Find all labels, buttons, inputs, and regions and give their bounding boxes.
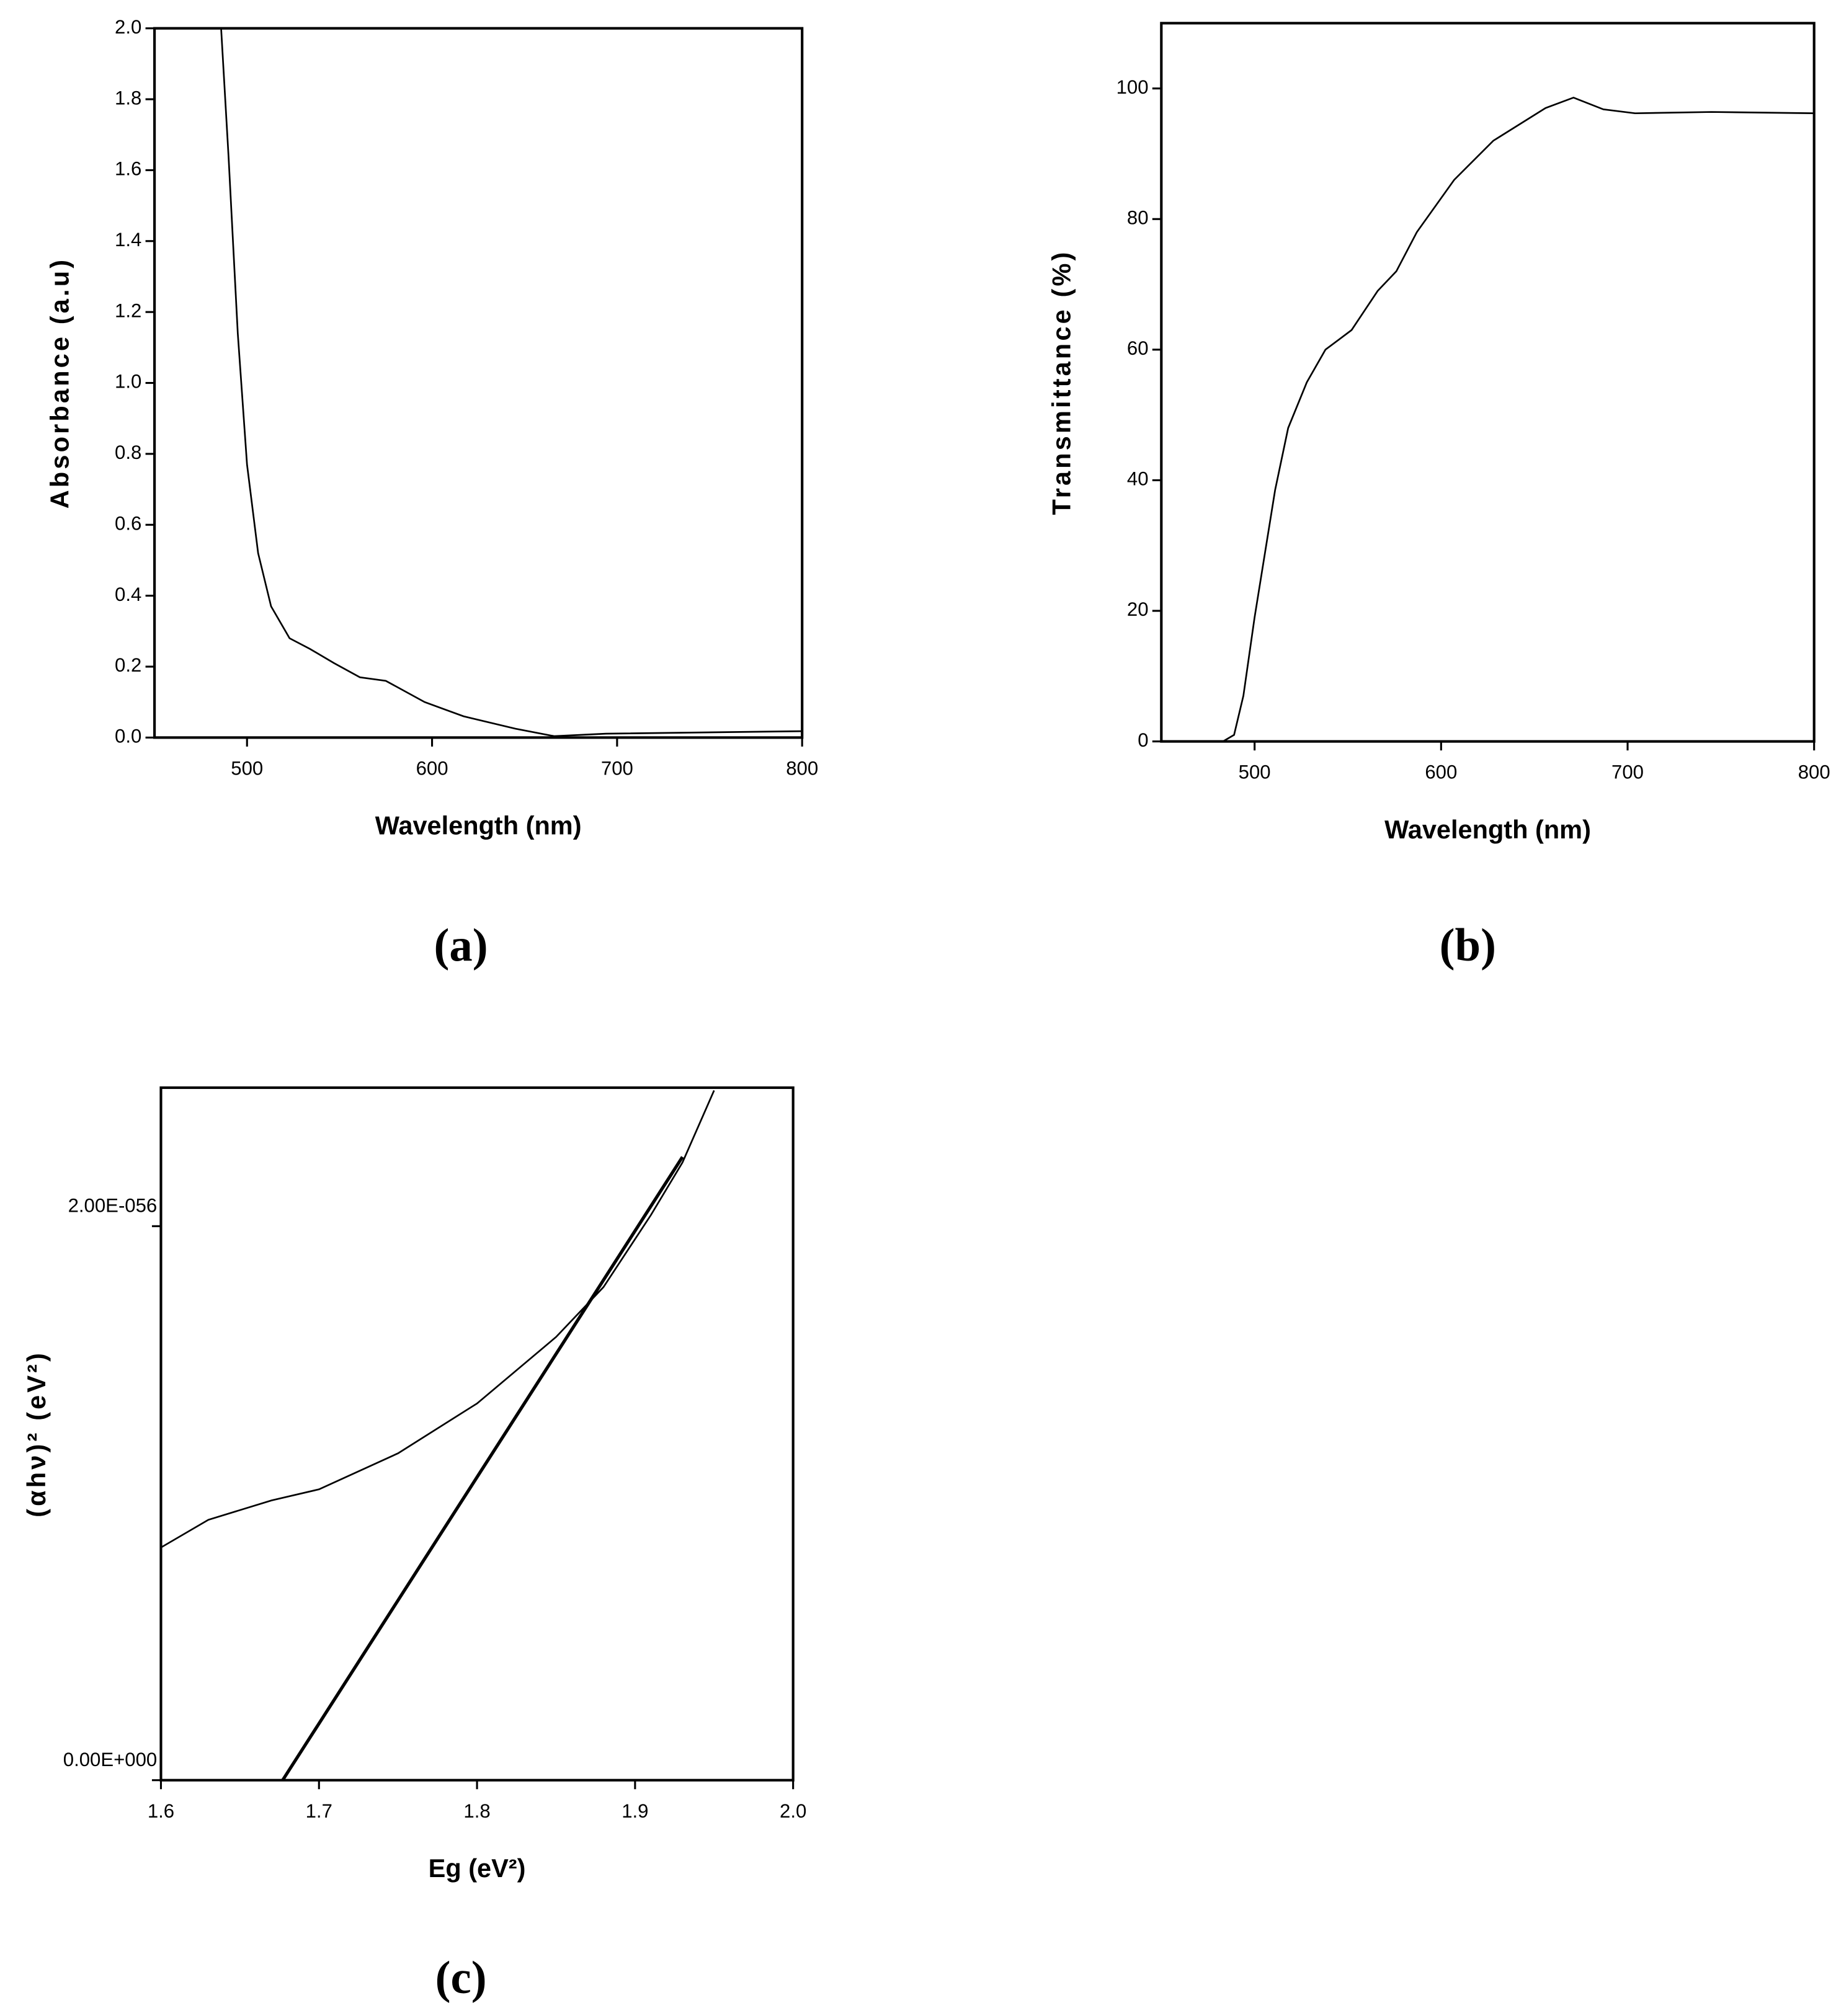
x-tick-label: 600: [416, 758, 448, 779]
x-tick-label: 1.9: [622, 1800, 648, 1822]
x-axis-title: Wavelength (nm): [375, 811, 582, 840]
y-tick-label: 80: [1127, 206, 1149, 228]
y-tick-label: 1.8: [115, 87, 141, 109]
y-axis-title: (αhν)² (eV²): [22, 1351, 51, 1517]
y-tick-label: 0.8: [115, 442, 141, 463]
y-tick-label: 1.6: [115, 158, 141, 180]
y-tick-label: 0: [1138, 729, 1148, 751]
x-tick-label: 800: [786, 758, 818, 779]
y-tick-label: 0.00E+000: [63, 1749, 157, 1770]
x-tick-label: 700: [1611, 762, 1644, 783]
x-tick-label: 500: [1239, 762, 1271, 783]
plot-frame: [1160, 22, 1816, 743]
y-tick-label: 40: [1127, 468, 1149, 490]
x-tick-label: 800: [1798, 762, 1830, 783]
y-tick-label: 0.4: [115, 584, 141, 605]
data-line: [220, 28, 803, 737]
plot-frame: [159, 1086, 795, 1782]
x-tick-label: 1.8: [463, 1800, 490, 1822]
x-tick-label: 2.0: [780, 1800, 806, 1822]
panel-label: (a): [434, 920, 488, 971]
y-tick-label: 0.2: [115, 654, 141, 676]
y-tick-label: 0.6: [115, 512, 141, 534]
y-tick-label: 100: [1116, 76, 1149, 98]
data-line: [1161, 96, 1814, 742]
y-tick-label: 2.0: [115, 16, 141, 38]
x-tick-label: 600: [1425, 762, 1457, 783]
plot-frame: [153, 27, 804, 739]
y-tick-label: 0.0: [115, 726, 141, 747]
x-axis-title: Wavelength (nm): [1384, 815, 1591, 844]
panel-label: (b): [1440, 920, 1496, 971]
y-tick-label: 20: [1127, 598, 1149, 620]
data-line: [160, 1090, 715, 1548]
y-tick-label: 60: [1127, 337, 1149, 359]
x-tick-label: 500: [231, 758, 263, 779]
x-tick-label: 1.7: [306, 1800, 332, 1822]
y-tick-label: 2.00E-056: [68, 1194, 158, 1216]
y-axis-title: Transmittance (%): [1047, 249, 1076, 515]
x-tick-label: 1.6: [148, 1800, 174, 1822]
y-tick-label: 1.4: [115, 229, 141, 251]
data-line: [281, 1156, 684, 1782]
y-tick-label: 1.0: [115, 371, 141, 393]
x-tick-label: 700: [601, 758, 633, 779]
y-tick-label: 1.2: [115, 300, 141, 321]
y-axis-title: Absorbance (a.u): [45, 257, 74, 508]
panel-label: (c): [435, 1952, 487, 2004]
x-axis-title: Eg (eV²): [429, 1854, 526, 1883]
